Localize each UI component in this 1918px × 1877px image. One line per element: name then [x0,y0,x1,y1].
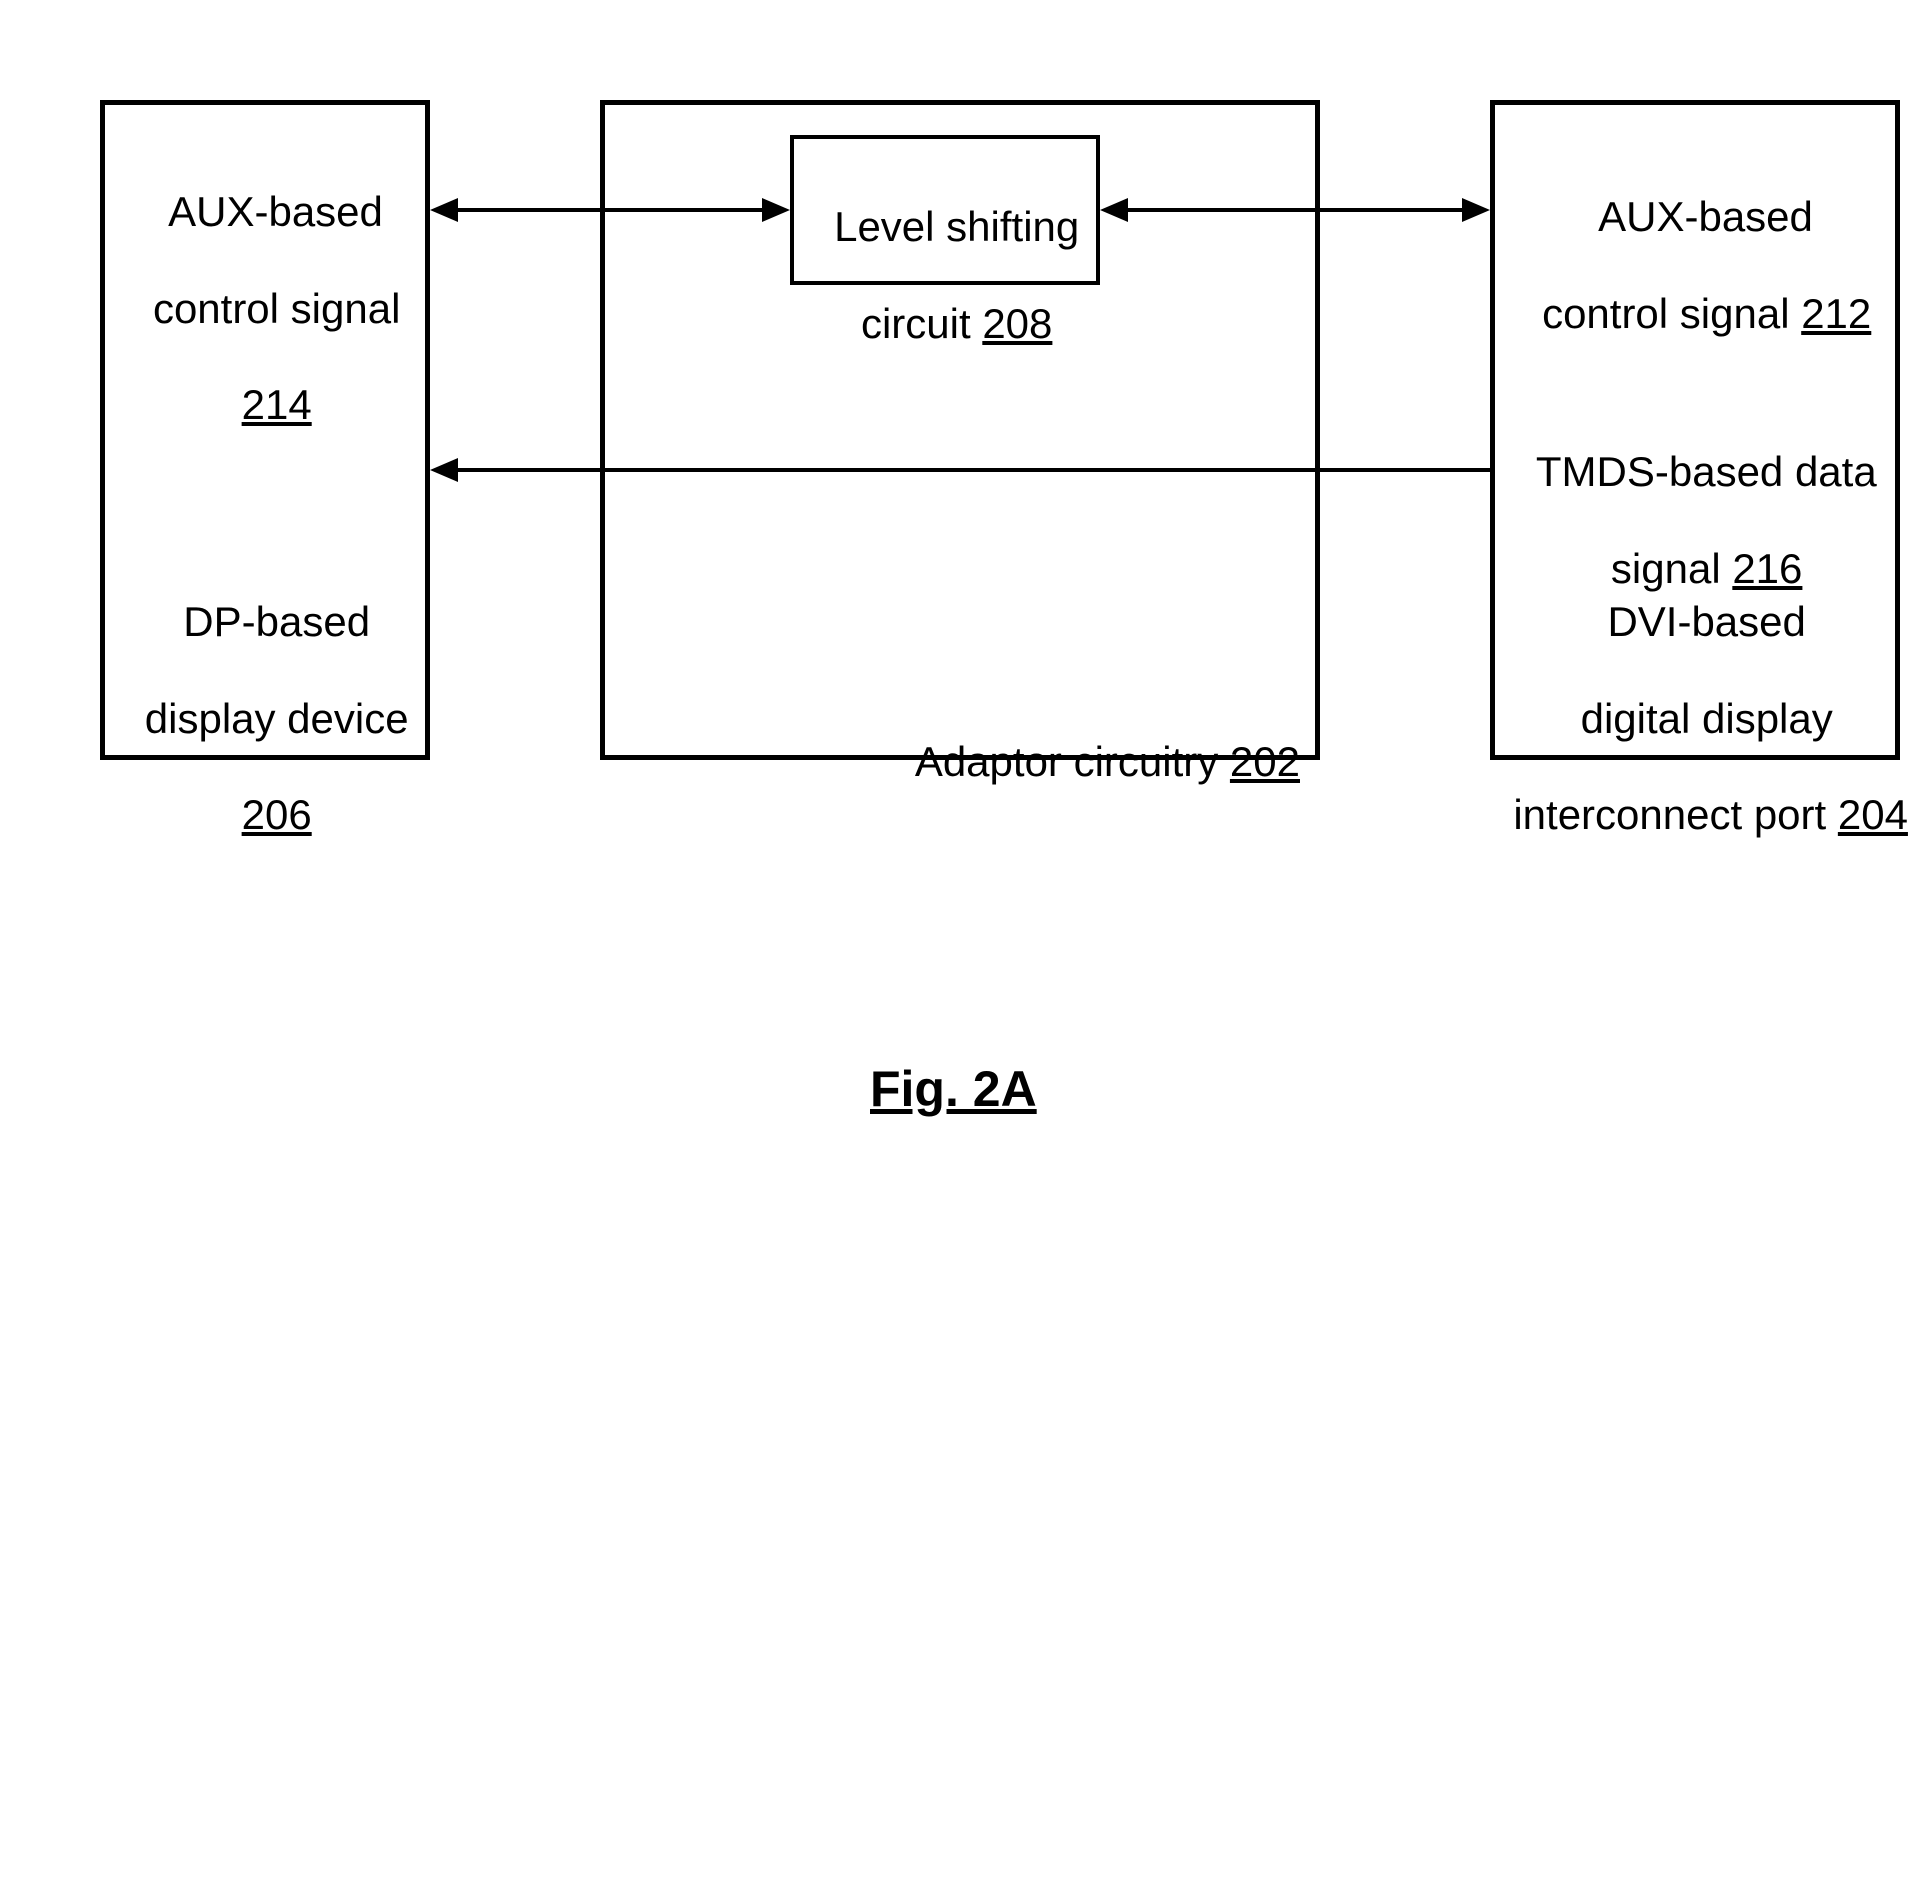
figure-caption: Fig. 2A [870,1060,1037,1118]
arrows-svg [0,0,1918,1877]
